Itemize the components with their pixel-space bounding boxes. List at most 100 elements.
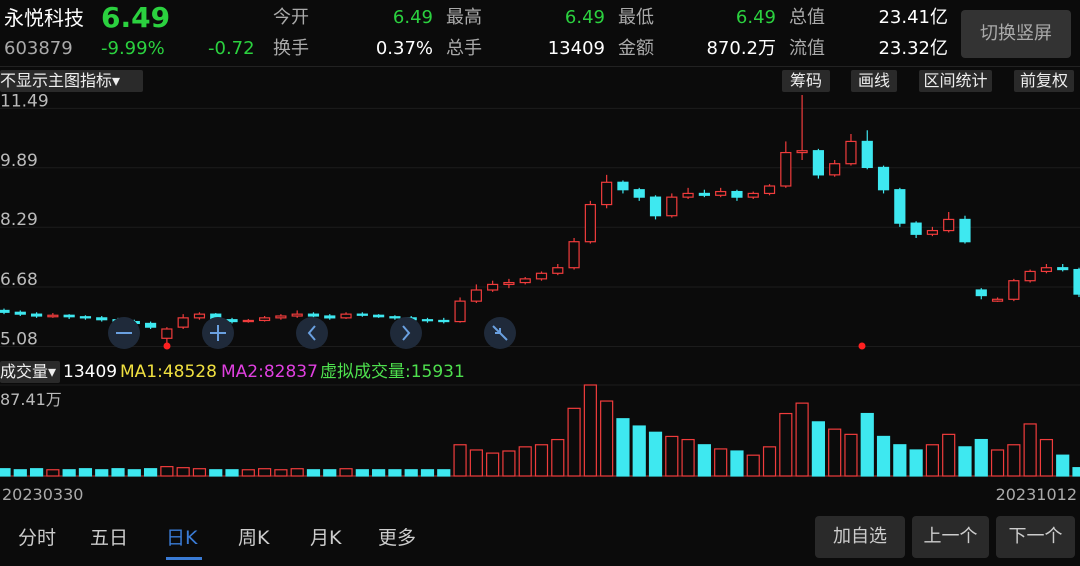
volume-bar [1039,438,1054,477]
candle-body [812,150,824,176]
volume-bar [0,468,11,477]
stat-label: 金额 [618,38,654,59]
volume-tick-label: 87.41万 [0,390,62,409]
volume-bar [746,454,760,477]
candle-body [715,190,727,196]
volume-bar [258,468,272,477]
y-tick-label: 8.29 [0,210,38,230]
volume-bar [111,468,125,477]
toolbar-button[interactable]: 筹码 [782,70,830,92]
volume-bar [876,435,891,477]
candle-body [943,218,955,232]
candle-body [584,203,596,243]
candle-body [275,315,287,319]
candle-body [79,316,92,319]
toolbar-button[interactable]: 画线 [851,70,897,92]
y-tick-label: 5.08 [0,329,38,349]
volume-bar [942,433,956,477]
period-tab[interactable]: 更多 [378,527,417,549]
period-tab[interactable]: 日K [166,527,198,549]
candle-body [861,140,873,169]
candle-body [63,314,75,318]
stat-label: 总手 [446,38,482,59]
active-underline [166,557,202,560]
candle-body [894,189,906,224]
volume-bar [1023,423,1037,477]
volume-bar [420,469,435,477]
change: -0.72 [208,38,255,59]
toolbar-button[interactable]: 区间统计 [919,70,992,92]
action-button[interactable]: 上一个 [912,516,989,558]
candle-body [487,283,499,291]
volume-bar [209,469,223,477]
period-tab[interactable]: 月K [310,527,342,549]
indicator-label: 不显示主图指标 [0,71,113,90]
stat-value: 870.2万 [706,38,776,59]
nav-icon[interactable] [296,317,328,349]
volume-bar [730,450,744,477]
volume-current: 13409 [63,362,118,382]
start-date: 20230330 [2,485,84,504]
candle-body [829,163,841,176]
candle-body [747,192,759,198]
volume-bar [893,444,907,477]
nav-icon[interactable] [390,317,422,349]
candle-body [926,229,939,235]
candle-body [14,311,26,315]
volume-bar [844,433,858,477]
candle-body [259,317,271,322]
indicator-select[interactable]: 不显示主图指标▾ [0,70,143,92]
divider [0,66,1080,67]
volume-bar [811,421,825,477]
volume-bar [828,428,842,477]
candle-body [324,315,336,319]
volume-bar [143,468,158,477]
candle-body [1024,270,1036,282]
volume-bar [648,431,663,477]
volume-bar [404,469,418,477]
candle-body [47,314,59,318]
action-button[interactable]: 加自选 [815,516,905,558]
volume-bar [567,407,581,477]
candle-body [356,313,368,316]
candle-body [552,267,564,274]
candle-body [1008,280,1020,300]
stat-label: 今开 [273,7,309,28]
candle-body [1073,268,1080,295]
period-tab[interactable]: 周K [238,527,270,549]
virtual-volume: 虚拟成交量:15931 [320,362,465,382]
stat-label: 最低 [618,7,654,28]
period-tab[interactable]: 分时 [18,527,57,549]
volume-bar [176,467,190,477]
volume-bar [1072,467,1080,477]
volume-bar [616,418,630,477]
candle-body [959,218,971,243]
candle-body [731,190,743,198]
volume-bar [958,446,972,477]
stock-code: 603879 [4,38,73,59]
action-button[interactable]: 下一个 [996,516,1075,558]
volume-bar [355,469,369,477]
period-tab[interactable]: 五日 [90,527,129,549]
volume-bar [46,469,60,477]
candle-body [340,313,352,319]
volume-bar [453,444,467,477]
candle-body [470,289,482,302]
y-tick-label: 11.49 [0,91,49,111]
volume-bar [534,444,549,477]
volume-bar [502,450,516,477]
candle-body [649,196,662,217]
volume-select[interactable]: 成交量▾ [0,361,60,383]
candle-body [845,140,857,165]
toolbar-button[interactable]: 前复权 [1014,70,1074,92]
candle-body [96,317,108,321]
volume-bar [323,469,337,477]
volume-bar [697,444,711,477]
volume-bar [469,449,483,477]
volume-bar [192,468,207,477]
candle-body [519,278,531,284]
marker-dot [163,342,171,350]
volume-bar [990,449,1005,477]
orientation-button[interactable]: 切换竖屏 [961,10,1071,58]
